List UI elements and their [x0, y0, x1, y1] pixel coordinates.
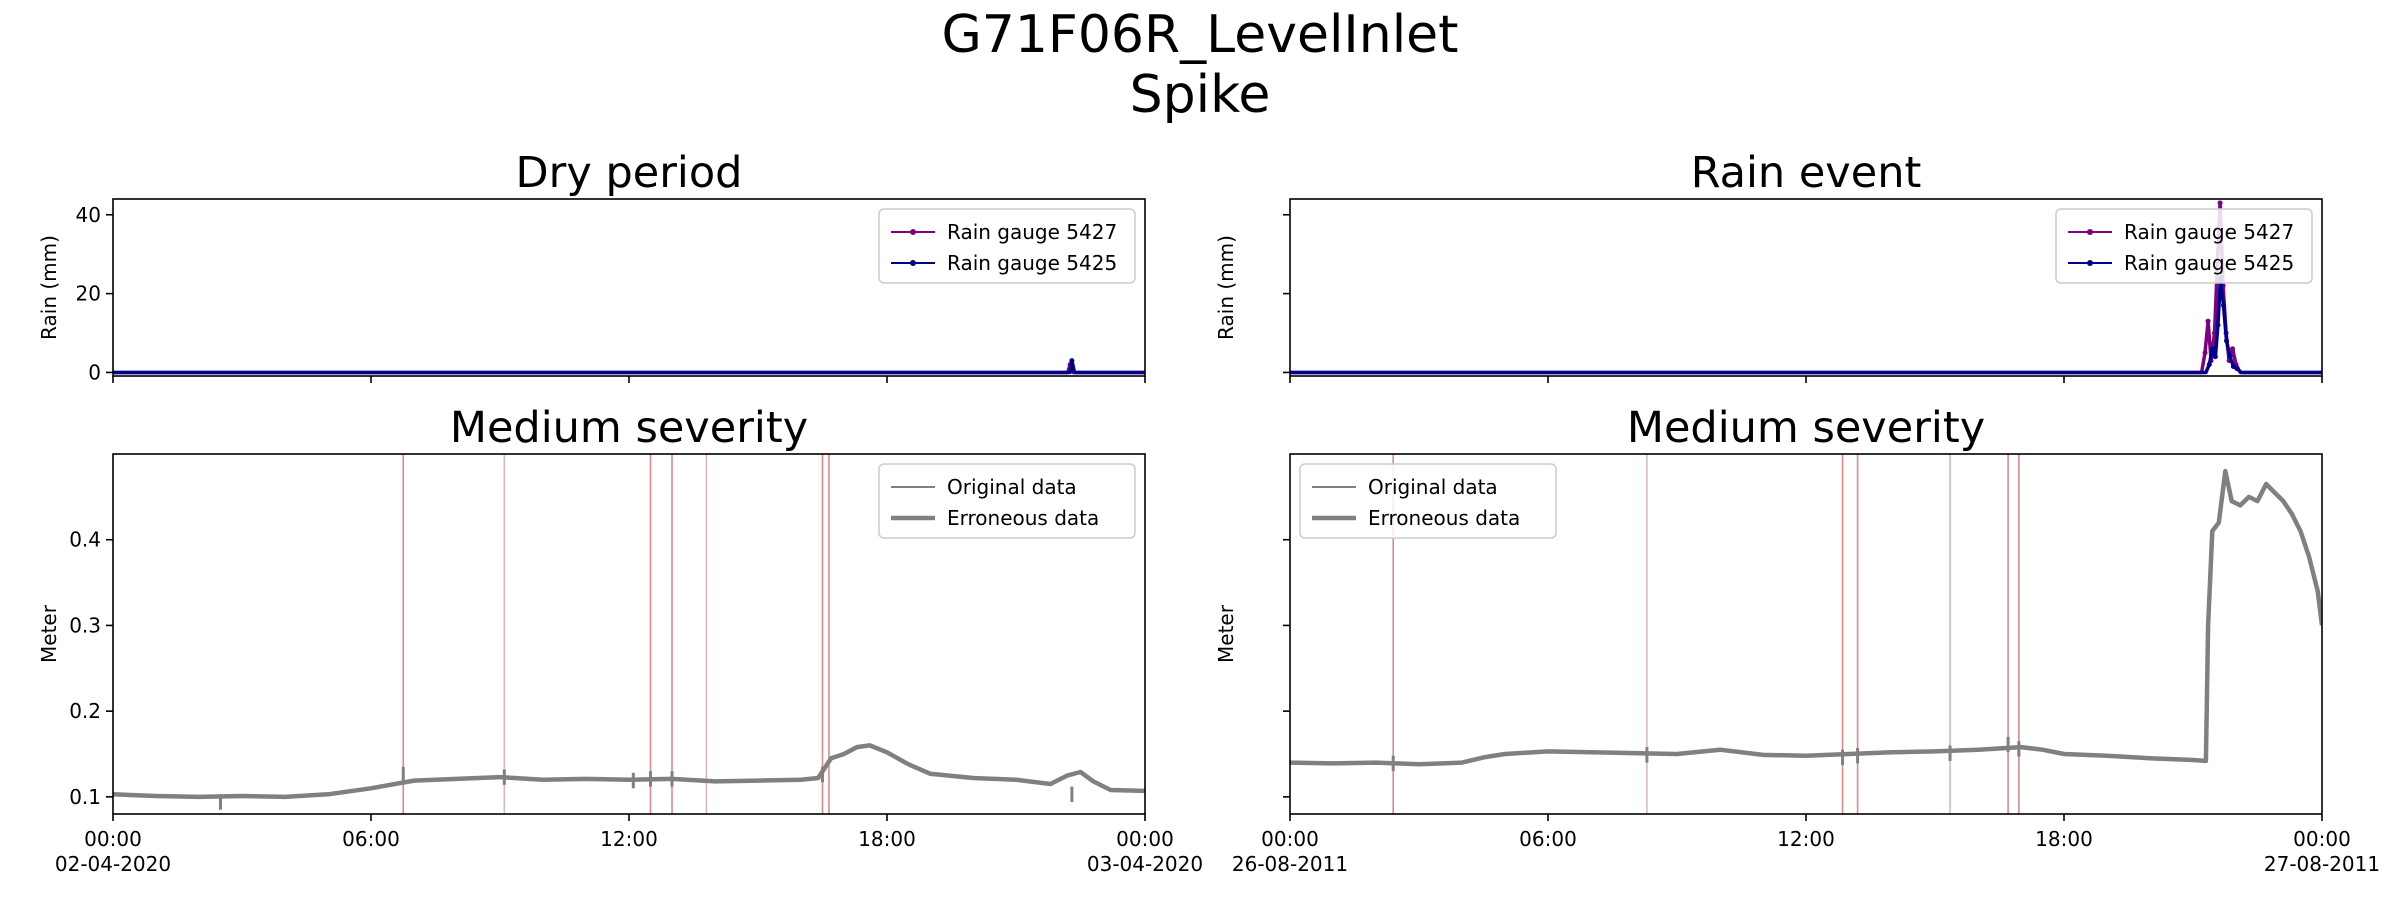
x-tick-date-label: 02-04-2020 — [55, 852, 171, 876]
x-tick-label: 06:00 — [1519, 827, 1577, 851]
x-tick-label: 00:00 — [1116, 827, 1174, 851]
rain-data-point — [2234, 366, 2240, 372]
y-axis-label: Meter — [37, 604, 61, 663]
rain-dry-panel: Dry period Rain (mm) 0 20 40 Rain gauge 5427 R… — [37, 148, 1146, 384]
rain-series-line-1 — [1290, 276, 2322, 375]
rain-data-point — [2221, 302, 2227, 308]
y-axis-label: Meter — [1214, 604, 1238, 663]
x-tick-label: 18:00 — [2035, 827, 2093, 851]
legend-label: Original data — [947, 475, 1077, 499]
legend-marker — [2087, 260, 2093, 266]
rain-data-point — [2224, 338, 2230, 344]
legend-marker — [2087, 229, 2093, 235]
y-tick-label: 0.2 — [69, 699, 101, 723]
x-tick-date-label: 03-04-2020 — [1087, 852, 1203, 876]
level-event-panel: Medium severityMeter00:0026-08-201106:00… — [1214, 403, 2380, 876]
y-tick-label: 0.3 — [69, 613, 101, 637]
rain-data-point — [2227, 354, 2233, 360]
rain-event-panel: Rain event Rain (mm) Rain gauge 5427 Rain g… — [1214, 148, 2323, 383]
x-tick-label: 00:00 — [1261, 827, 1319, 851]
rain-data-point — [2209, 346, 2215, 352]
y-tick-label: 0 — [88, 360, 101, 384]
legend-box — [878, 208, 1136, 284]
rain-data-point — [1069, 358, 1075, 364]
rain-data-point — [2206, 362, 2212, 368]
legend-label: Rain gauge 5427 — [947, 220, 1117, 244]
level-series-line — [1290, 468, 2322, 767]
figure-subtitle: Spike — [1130, 65, 1271, 125]
plot-area — [113, 358, 1145, 375]
y-tick-label: 0.1 — [69, 785, 101, 809]
panel-title: Rain event — [1691, 148, 1922, 198]
x-tick-label: 00:00 — [2293, 827, 2351, 851]
legend-marker — [910, 260, 916, 266]
legend-box — [2055, 208, 2313, 284]
plot-area — [1290, 200, 2322, 375]
rain-data-point — [2205, 318, 2211, 324]
legend-label: Rain gauge 5425 — [947, 251, 1117, 275]
rain-data-point — [2217, 200, 2223, 206]
legend-label: Original data — [1368, 475, 1498, 499]
x-tick-label: 18:00 — [858, 827, 916, 851]
rain-data-point — [2212, 354, 2218, 360]
y-axis-label: Rain (mm) — [37, 235, 61, 340]
rain-data-point — [2230, 346, 2236, 352]
x-tick-label: 00:00 — [84, 827, 142, 851]
x-tick-label: 06:00 — [342, 827, 400, 851]
legend-label: Rain gauge 5425 — [2124, 251, 2294, 275]
level-dry-panel: Medium severityMeter0.10.20.30.400:0002-… — [37, 403, 1203, 876]
x-tick-label: 12:00 — [1777, 827, 1835, 851]
rain-series-line-1 — [113, 358, 1145, 375]
legend-marker — [910, 229, 916, 235]
y-tick-label: 20 — [76, 282, 101, 306]
figure-title: G71F06R_LevelInlet — [941, 5, 1458, 65]
rain-data-point — [2202, 350, 2208, 356]
legend-label: Rain gauge 5427 — [2124, 220, 2294, 244]
legend-box — [878, 463, 1136, 539]
rain-data-point — [2215, 322, 2221, 328]
x-tick-date-label: 27-08-2011 — [2264, 852, 2380, 876]
y-tick-label: 40 — [76, 203, 101, 227]
panel-title: Medium severity — [1627, 403, 1985, 453]
legend-label: Erroneous data — [947, 506, 1099, 530]
x-tick-date-label: 26-08-2011 — [1232, 852, 1348, 876]
y-tick-label: 0.4 — [69, 528, 101, 552]
level-series-line — [113, 743, 1145, 800]
plot-area — [1290, 468, 2322, 772]
plot-area — [113, 743, 1145, 810]
x-tick-label: 12:00 — [600, 827, 658, 851]
panel-title: Dry period — [516, 148, 743, 198]
legend-label: Erroneous data — [1368, 506, 1520, 530]
y-axis-label: Rain (mm) — [1214, 235, 1238, 340]
panel-title: Medium severity — [450, 403, 808, 453]
legend-box — [1299, 463, 1557, 539]
